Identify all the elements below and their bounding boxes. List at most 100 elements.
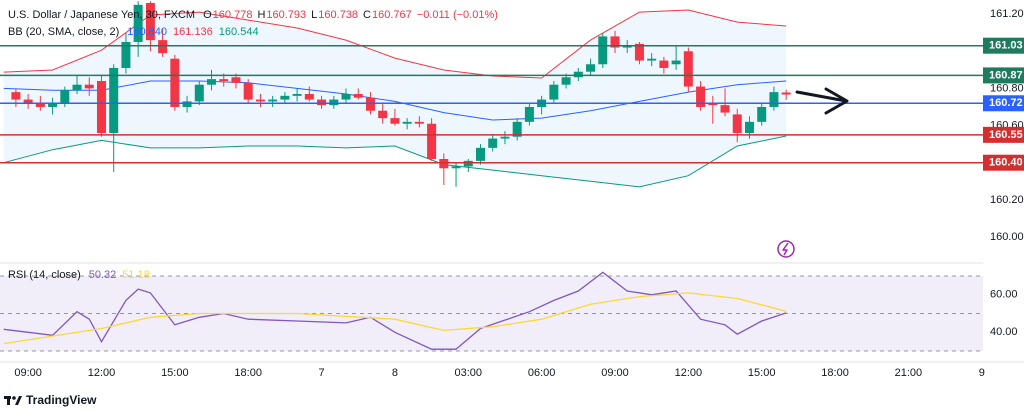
x-tick-label: 03:00 — [455, 367, 483, 379]
y-tick-label: 160.00 — [990, 231, 1024, 243]
candle-body — [622, 45, 632, 48]
band-fill — [3, 10, 787, 187]
candle-body — [744, 121, 754, 133]
candle-body — [427, 123, 437, 159]
candle-body — [634, 43, 644, 61]
rsi-legend-value: 51.18 — [122, 269, 150, 281]
candle-body — [268, 99, 278, 102]
footer-brand: TradingView — [26, 393, 97, 407]
candle-body — [353, 93, 363, 98]
candle-body — [573, 71, 583, 78]
level-label: 160.55 — [989, 129, 1023, 141]
band-line — [3, 80, 787, 121]
chart-title: U.S. Dollar / Japanese Yen, 30, FXCM — [8, 9, 195, 21]
candle-body — [451, 166, 461, 169]
rsi-tick-label: 40.00 — [990, 326, 1018, 338]
candle-body — [696, 86, 706, 107]
ohlc-value: 160.767 — [372, 9, 412, 21]
candle-body — [317, 99, 327, 106]
candle-body — [329, 99, 339, 106]
level-label-box — [983, 126, 1024, 143]
y-tick-label: 160.80 — [990, 82, 1024, 94]
candle-body — [732, 114, 742, 133]
band-line — [3, 135, 787, 188]
level-label-box — [983, 67, 1024, 84]
candle-body — [500, 136, 510, 139]
candle-body — [488, 138, 498, 148]
candle-body — [402, 121, 412, 124]
candle-body — [512, 121, 522, 137]
indicator-value: 160.840 — [127, 26, 167, 38]
rsi-line — [3, 292, 787, 345]
alert-icon[interactable] — [777, 240, 795, 258]
mark-layer — [0, 1, 983, 350]
candle-body — [35, 103, 45, 107]
candle-body — [84, 84, 94, 89]
x-tick-label: 18:00 — [821, 367, 849, 379]
ohlc-value: 160.738 — [318, 9, 358, 21]
ohlc-value: 160.778 — [213, 9, 253, 21]
x-tick-label: 09:00 — [601, 367, 629, 379]
ohlc-value: 160.793 — [266, 9, 306, 21]
candle-body — [292, 93, 302, 96]
candle-body — [280, 95, 290, 100]
x-tick-label: 18:00 — [234, 367, 262, 379]
candle-body — [121, 41, 131, 68]
candle-body — [11, 92, 21, 100]
level-label: 161.03 — [989, 40, 1023, 52]
candle-body — [133, 4, 143, 42]
candle-body — [708, 103, 718, 106]
candle-body — [769, 92, 779, 107]
candle-body — [341, 93, 351, 100]
x-tick-label: 09:00 — [14, 367, 42, 379]
candle-body — [781, 92, 791, 95]
level-label: 160.40 — [989, 157, 1023, 169]
annotation-arrow — [795, 87, 849, 115]
candle-body — [231, 77, 241, 83]
ohlc-key: H — [257, 9, 265, 21]
y-tick-label: 161.20 — [990, 8, 1024, 20]
line-layer — [0, 9, 983, 352]
candle-body — [158, 40, 168, 54]
candle-body — [60, 90, 70, 104]
y-tick-label: 160.20 — [990, 194, 1024, 206]
candle-body — [598, 36, 608, 65]
level-label: 160.87 — [989, 69, 1023, 81]
level-label-box — [983, 95, 1024, 112]
level-label-box — [983, 37, 1024, 54]
candle-body — [390, 118, 400, 124]
x-tick-label: 8 — [392, 367, 398, 379]
rsi-legend-value: 50.32 — [89, 269, 117, 281]
candle-body — [524, 106, 534, 122]
x-tick-label: 9 — [979, 367, 985, 379]
indicator-value: 160.544 — [219, 26, 259, 38]
candle-body — [72, 84, 82, 91]
candle-body — [219, 79, 229, 81]
candle-body — [23, 99, 33, 104]
candle-body — [96, 80, 106, 133]
candle-body — [182, 101, 192, 107]
x-tick-label: 7 — [318, 367, 324, 379]
ohlc-key: C — [363, 9, 371, 21]
x-tick-label: 12:00 — [88, 367, 116, 379]
candle-body — [48, 103, 58, 107]
candle-body — [549, 84, 559, 100]
x-tick-label: 06:00 — [528, 367, 556, 379]
ohlc-key: O — [203, 9, 212, 21]
x-tick-label: 21:00 — [895, 367, 923, 379]
rsi-tick-label: 60.00 — [990, 289, 1018, 301]
candle-body — [207, 79, 217, 85]
label-layer: 161.20160.80160.60160.20160.00161.03160.… — [8, 8, 1024, 379]
candle-body — [586, 64, 596, 72]
tradingview-logo — [4, 396, 22, 405]
candle-body — [683, 51, 693, 87]
ohlc-key: L — [311, 9, 317, 21]
x-tick-label: 15:00 — [748, 367, 776, 379]
candle-body — [365, 97, 375, 111]
candle-body — [255, 99, 265, 102]
candle-body — [647, 58, 657, 61]
candle-body — [414, 121, 424, 124]
candle-body — [720, 105, 730, 113]
candle-body — [757, 106, 767, 122]
candle-body — [439, 158, 449, 169]
